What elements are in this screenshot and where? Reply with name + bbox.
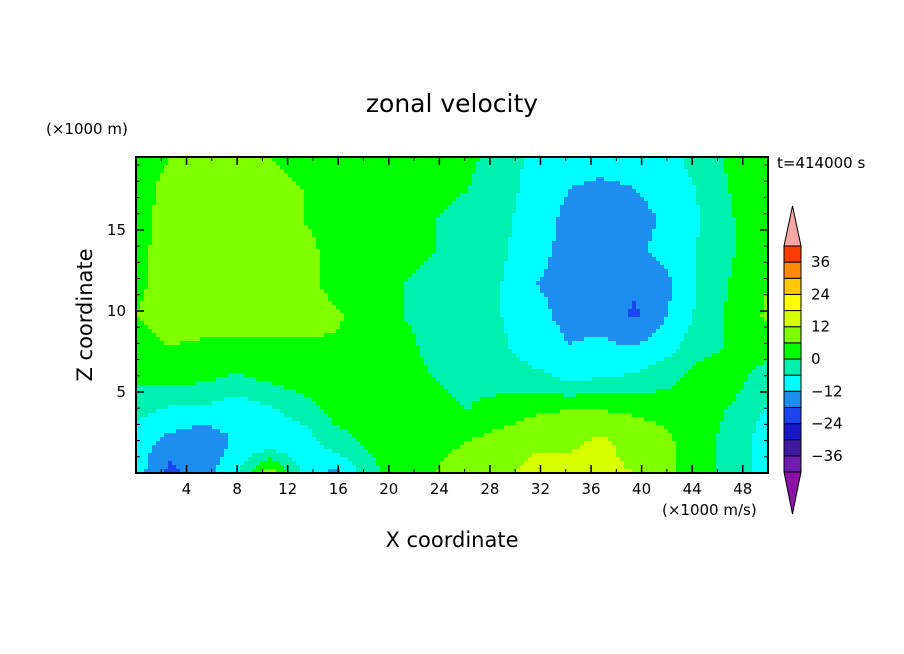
x-tick-label: 36 [581,480,600,498]
x-tick-label: 44 [683,480,702,498]
plot-frame [135,156,769,474]
x-tick-label: 8 [232,480,242,498]
colorbar-swatch [783,406,802,425]
time-label: t=414000 s [777,154,865,172]
x-tick-label: 48 [733,480,752,498]
colorbar-swatch [783,423,802,441]
colorbar-swatch [783,310,802,328]
colorbar-tick-label: −24 [811,415,843,433]
colorbar-swatch [783,390,802,408]
colorbar-swatch [783,342,802,360]
colorbar-tick-label: 0 [811,350,821,368]
colorbar-swatch [783,277,802,295]
colorbar-swatch [783,293,802,312]
x-tick-label: 32 [531,480,550,498]
x-axis: 4 8 12 16 20 24 28 32 36 40 44 48 [160,157,752,498]
x-tick-label: 40 [632,480,651,498]
y-tick-label: 10 [107,302,126,320]
x-tick-label: 16 [329,480,348,498]
x-tick-label: 12 [278,480,297,498]
colorbar-tick-label: 24 [811,285,830,303]
y-axis-label: Z coordinate [73,248,97,381]
y-tick-label: 5 [116,383,126,401]
colorbar-extend-low [783,471,802,515]
colorbar-swatch [783,455,802,473]
colorbar-swatch [783,326,802,344]
colorbar-swatch [783,374,802,392]
colorbar-swatch [783,261,802,279]
colorbar-swatch [783,439,802,457]
y-tick-label: 15 [107,221,126,239]
y-unit-label: (×1000 m) [46,120,128,138]
x-axis-label: X coordinate [385,528,518,552]
y-axis: 5 10 15 [107,164,768,458]
x-tick-label: 4 [182,480,192,498]
colorbar: 36 24 12 0 −12 −24 −36 [783,205,843,515]
heatmap-field [136,157,769,474]
chart-title: zonal velocity [366,89,538,118]
colorbar-tick-label: −12 [811,382,843,400]
colorbar-tick-label: −36 [811,447,843,465]
x-tick-label: 24 [430,480,449,498]
colorbar-swatch [783,358,802,376]
x-unit-label: (×1000 m/s) [662,501,757,519]
colorbar-swatch [783,245,802,263]
x-tick-label: 20 [379,480,398,498]
x-tick-label: 28 [480,480,499,498]
colorbar-extend-high [783,205,802,247]
colorbar-tick-label: 36 [811,253,830,271]
colorbar-tick-label: 12 [811,318,830,336]
